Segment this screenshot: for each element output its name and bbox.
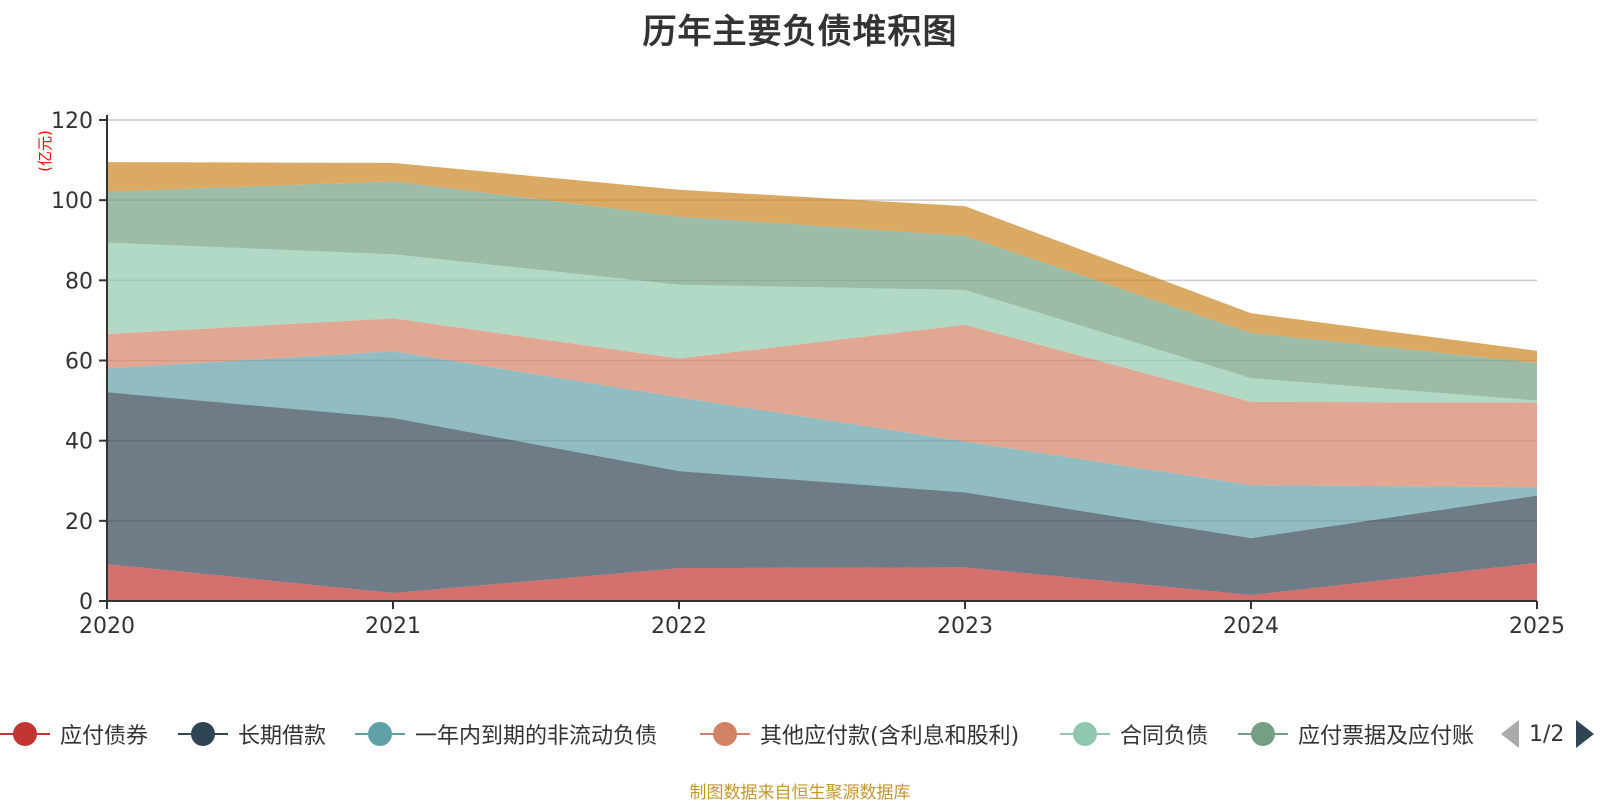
legend-label: 一年内到期的非流动负债 [415,724,658,749]
y-tick-label: 20 [65,510,93,535]
x-tick-label: 2021 [365,614,421,639]
legend-label: 长期借款 [238,724,327,749]
legend: 应付债券 长期借款 一年内到期的非流动负债 其他应付款(含利息和股利) 合同负债 应付票据… [0,716,1600,752]
legend-marker-icon [1238,719,1288,749]
legend-label: 合同负债 [1120,724,1209,749]
x-tick-label: 2023 [937,614,993,639]
area-series-6[interactable] [107,162,1537,363]
y-tick-label: 80 [65,269,93,294]
legend-label: 其他应付款(含利息和股利) [760,724,1020,749]
y-tick-label: 100 [51,189,93,214]
legend-item[interactable]: 合同负债 [1060,716,1208,752]
y-tick-label: 120 [51,109,93,134]
legend-item[interactable]: 应付债券 [0,716,148,752]
legend-marker-icon [1060,719,1110,749]
y-tick-label: 40 [65,430,93,455]
x-tick-label: 2020 [79,614,135,639]
y-axis-unit-label: (亿元) [36,130,54,172]
area-series [107,162,1537,601]
legend-item[interactable]: 长期借款 [178,716,326,752]
y-tick-label: 0 [79,590,93,615]
y-axis-label: (亿元) [36,130,54,172]
x-tick-label: 2022 [651,614,707,639]
x-tick-label: 2025 [1509,614,1565,639]
area-series-5[interactable] [107,181,1537,401]
legend-label: 应付票据及应付账 [1298,724,1475,749]
stacked-area-chart: 0 20 40 60 80 100 120 2020 2021 2022 2023 2024 2025 [51,109,1565,639]
x-tick-label: 2024 [1223,614,1279,639]
area-series-0[interactable] [107,562,1537,601]
legend-item[interactable]: 应付票据及应付账 [1238,716,1474,752]
area-series-3[interactable] [107,318,1537,488]
y-tick-label: 60 [65,350,93,375]
legend-page-indicator: 1/2 [1529,721,1565,747]
legend-pager: 1/2 [1501,716,1595,752]
legend-item[interactable]: 一年内到期的非流动负债 [355,716,657,752]
area-series-1[interactable] [107,392,1537,595]
legend-marker-icon [700,719,750,749]
triangle-right-icon[interactable] [1576,720,1595,748]
triangle-left-icon[interactable] [1501,720,1519,748]
area-series-2[interactable] [107,351,1537,539]
legend-label: 应付债券 [60,724,149,749]
data-source-note: 制图数据来自恒生聚源数据库 [689,783,911,803]
legend-marker-icon [355,719,405,749]
legend-marker-icon [178,719,228,749]
legend-item[interactable]: 其他应付款(含利息和股利) [700,716,1019,752]
chart-title: 历年主要负债堆积图 [642,12,958,52]
axes: 0 20 40 60 80 100 120 2020 2021 2022 2023 2024 2025 [51,109,1565,639]
legend-marker-icon [0,719,50,749]
area-series-4[interactable] [107,242,1537,403]
